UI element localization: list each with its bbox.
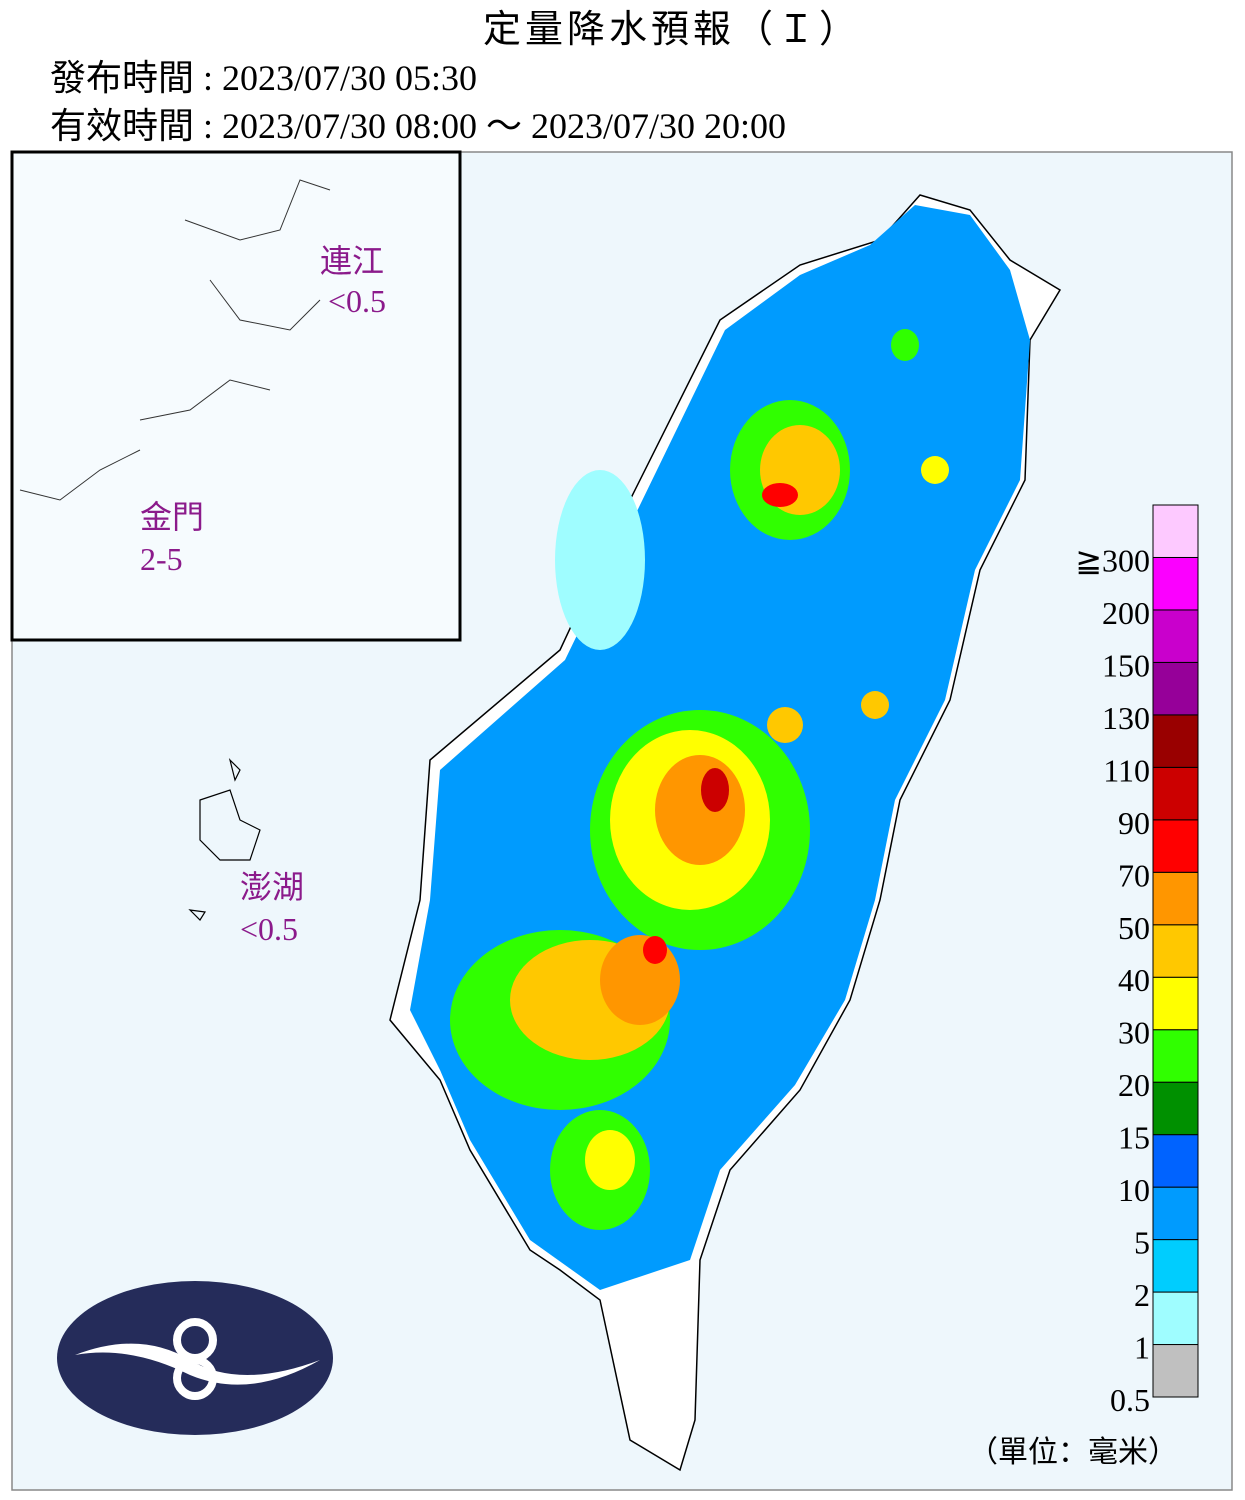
island-value: 2-5 [140, 541, 183, 577]
penghu-outline [188, 758, 261, 921]
legend-swatch [1152, 1134, 1199, 1188]
legend-swatch [1152, 976, 1199, 1031]
issued-time: 發布時間 : 2023/07/30 05:30 [50, 58, 477, 98]
legend-swatch [1152, 661, 1199, 716]
legend-swatch [1152, 1291, 1199, 1346]
inset-frame [10, 150, 462, 642]
island-name: 金門 [140, 499, 204, 535]
legend-swatch [1152, 1081, 1199, 1136]
legend-label: 50 [1118, 910, 1150, 946]
island-value: <0.5 [328, 283, 386, 319]
legend-label: 200 [1102, 595, 1150, 631]
inset-coastline [19, 179, 331, 501]
legend-swatch [1152, 609, 1199, 663]
legend-label: 20 [1118, 1067, 1150, 1103]
legend-swatch [1152, 1186, 1199, 1241]
legend-label: 30 [1118, 1015, 1150, 1051]
legend-swatch [1152, 766, 1199, 821]
legend-label: ≧300 [1075, 542, 1150, 578]
island-name: 澎湖 [240, 869, 304, 905]
legend-label: 90 [1118, 805, 1150, 841]
legend-label: 10 [1118, 1172, 1150, 1208]
island-name: 連江 [320, 243, 384, 279]
valid-time: 有效時間 : 2023/07/30 08:00 ～ 2023/07/30 20:… [50, 106, 786, 146]
title: 定量降水預報（Ｉ） [483, 9, 861, 51]
legend: 0.5 1 2 5 10 15 20 30 40 50 70 90 110 130 150 200 ≧300 [1075, 504, 1199, 1418]
legend-swatch [1152, 1239, 1199, 1293]
legend-label: 15 [1118, 1120, 1150, 1156]
legend-swatch [1152, 714, 1199, 768]
legend-swatch [1152, 504, 1199, 558]
legend-label: 0.5 [1110, 1382, 1150, 1418]
legend-swatch [1152, 819, 1199, 873]
legend-label: 130 [1102, 700, 1150, 736]
legend-label: 70 [1118, 857, 1150, 893]
legend-label: 110 [1103, 752, 1150, 788]
legend-swatch [1152, 556, 1199, 611]
legend-label: 150 [1102, 647, 1150, 683]
island-value: <0.5 [240, 911, 298, 947]
legend-swatch [1152, 871, 1199, 926]
rain-blobs [450, 329, 949, 1230]
legend-swatch [1152, 1344, 1199, 1398]
legend-unit: （單位：毫米） [968, 1436, 1178, 1469]
legend-label: 1 [1134, 1330, 1150, 1366]
legend-label: 5 [1134, 1225, 1150, 1261]
legend-label: 2 [1134, 1277, 1150, 1313]
legend-swatch [1152, 1029, 1199, 1083]
legend-label: 40 [1118, 962, 1150, 998]
logo [57, 1281, 333, 1435]
legend-swatch [1152, 924, 1199, 978]
